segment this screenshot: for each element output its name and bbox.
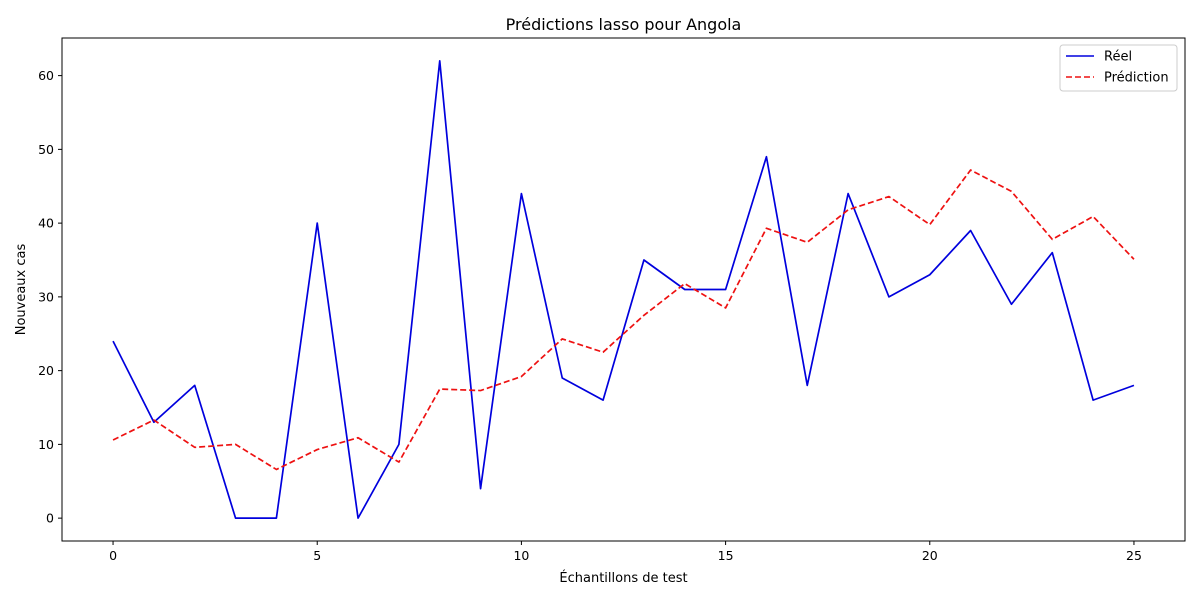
y-tick-label: 50 <box>38 142 54 157</box>
x-tick-label: 15 <box>718 548 734 563</box>
legend-label-reel: Réel <box>1104 50 1132 65</box>
series-line-prediction <box>112 169 1135 471</box>
legend-label-prediction: Prédiction <box>1104 71 1169 86</box>
x-tick-label: 20 <box>922 548 938 563</box>
series-layer <box>112 60 1135 519</box>
y-tick-label: 0 <box>46 511 54 526</box>
x-tick-label: 10 <box>513 548 529 563</box>
y-axis-label: Nouveaux cas <box>14 244 29 336</box>
y-axis: 0 10 20 30 40 50 60 <box>38 68 62 526</box>
x-tick-label: 25 <box>1126 548 1142 563</box>
y-tick-label: 10 <box>38 437 54 452</box>
y-tick-label: 40 <box>38 216 54 231</box>
x-tick-label: 5 <box>313 548 321 563</box>
legend: Réel Prédiction <box>1059 44 1178 92</box>
y-tick-label: 60 <box>38 68 54 83</box>
y-tick-label: 30 <box>38 289 54 304</box>
x-tick-label: 0 <box>109 548 117 563</box>
chart-title: Prédictions lasso pour Angola <box>506 15 742 34</box>
series-line-reel <box>112 60 1135 519</box>
x-axis-label: Échantillons de test <box>559 570 687 586</box>
x-axis: 0 5 10 15 20 25 <box>109 541 1142 563</box>
y-tick-label: 20 <box>38 363 54 378</box>
plot-frame <box>61 37 1186 542</box>
